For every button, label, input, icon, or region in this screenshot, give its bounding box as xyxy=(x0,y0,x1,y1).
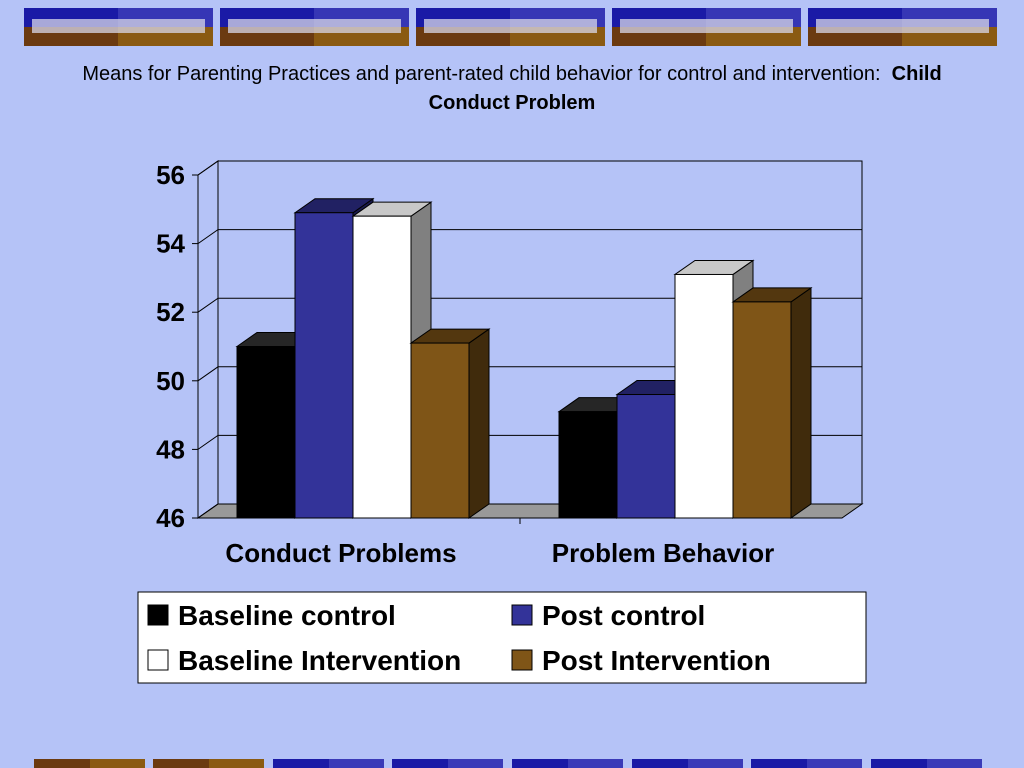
banner-right-band xyxy=(927,759,982,768)
banner-left-band xyxy=(34,759,90,768)
legend-item: Post Intervention xyxy=(511,645,771,676)
y-tick-label: 56 xyxy=(156,160,185,190)
legend-swatch xyxy=(511,649,533,671)
bar-front xyxy=(732,301,792,519)
y-tick-label: 52 xyxy=(156,297,185,327)
banner-left-band xyxy=(512,759,568,768)
banner-right-band xyxy=(568,759,623,768)
gridline xyxy=(197,160,862,176)
title-bold: Child Conduct Problem xyxy=(428,63,942,114)
banner-stripe xyxy=(32,19,205,33)
top-banner-block xyxy=(220,8,409,46)
top-banner-block xyxy=(24,8,213,46)
banner-left-band xyxy=(153,759,209,768)
top-banner-block xyxy=(808,8,997,46)
slide-title: Means for Parenting Practices and parent… xyxy=(40,60,984,118)
bar-front xyxy=(352,215,412,519)
legend-item: Baseline control xyxy=(147,600,396,631)
legend-label: Post control xyxy=(542,600,705,631)
gridline xyxy=(197,297,862,313)
banner-right-band xyxy=(90,759,145,768)
bottom-banner-block xyxy=(273,759,384,768)
bar-front xyxy=(558,411,618,519)
legend-swatch xyxy=(511,604,533,626)
bottom-banner-block xyxy=(512,759,623,768)
bottom-banner-block xyxy=(632,759,743,768)
y-tick-label: 54 xyxy=(156,229,185,259)
banner-left-band xyxy=(871,759,927,768)
bar-front xyxy=(236,346,296,519)
banner-left-band xyxy=(273,759,329,768)
bottom-banner-block xyxy=(751,759,862,768)
title-text: Means for Parenting Practices and parent… xyxy=(82,63,881,85)
bottom-banner-block xyxy=(34,759,145,768)
banner-stripe xyxy=(816,19,989,33)
plot-side-wall xyxy=(197,160,219,519)
bar xyxy=(351,201,433,519)
banner-right-band xyxy=(807,759,862,768)
legend-box xyxy=(137,591,867,684)
bar-side xyxy=(790,286,812,519)
bar-front xyxy=(410,342,470,519)
banner-left-band xyxy=(632,759,688,768)
bar-front xyxy=(674,273,734,519)
bar xyxy=(731,286,813,519)
legend-label: Baseline control xyxy=(178,600,396,631)
gridline xyxy=(197,229,862,245)
legend-item: Baseline Intervention xyxy=(147,645,461,676)
bar xyxy=(409,328,491,519)
banner-left-band xyxy=(751,759,807,768)
top-banner-block xyxy=(416,8,605,46)
banner-right-band xyxy=(329,759,384,768)
bar-side xyxy=(468,328,490,519)
banner-stripe xyxy=(424,19,597,33)
bar-front xyxy=(616,394,676,519)
gridline xyxy=(197,366,862,382)
legend-swatch xyxy=(147,649,169,671)
legend-swatch xyxy=(147,604,169,626)
banner-stripe xyxy=(228,19,401,33)
legend: Baseline control Post control Baseline Int… xyxy=(137,591,867,684)
bar-front xyxy=(294,212,354,519)
x-category-label: Problem Behavior xyxy=(552,538,775,568)
bottom-banner-block xyxy=(153,759,264,768)
y-tick-label: 50 xyxy=(156,366,185,396)
banner-right-band xyxy=(448,759,503,768)
banner-right-band xyxy=(209,759,264,768)
banner-right-band xyxy=(688,759,743,768)
y-tick-label: 46 xyxy=(156,503,185,533)
bottom-banner-block xyxy=(392,759,503,768)
top-banner-block xyxy=(612,8,801,46)
legend-label: Baseline Intervention xyxy=(178,645,461,676)
bottom-banner-block xyxy=(871,759,982,768)
banner-left-band xyxy=(392,759,448,768)
banner-stripe xyxy=(620,19,793,33)
y-tick-label: 48 xyxy=(156,434,185,464)
legend-item: Post control xyxy=(511,600,705,631)
x-category-label: Conduct Problems xyxy=(225,538,456,568)
legend-label: Post Intervention xyxy=(542,645,771,676)
